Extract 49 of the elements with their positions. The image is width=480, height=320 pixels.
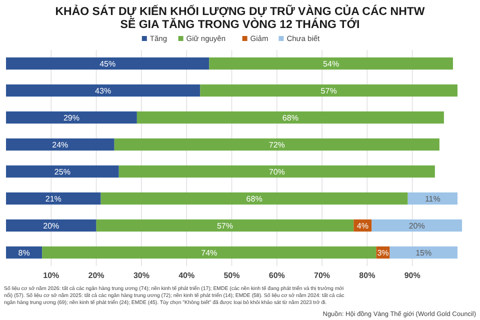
data-label: 70% [268, 168, 285, 176]
data-label: 68% [282, 114, 298, 122]
bar [118, 165, 435, 178]
x-tick-label: 40% [178, 271, 195, 280]
data-label: 54% [323, 60, 340, 68]
bar [372, 219, 462, 232]
data-label: 25% [54, 168, 70, 176]
bar [100, 192, 408, 205]
data-label: 72% [268, 140, 285, 150]
bar [6, 219, 96, 232]
data-label: 3% [377, 248, 389, 258]
bar [408, 192, 458, 205]
bar [6, 84, 200, 97]
bar [6, 192, 101, 205]
data-label: 24% [52, 140, 68, 150]
data-label: 45% [100, 60, 116, 68]
data-label: 29% [63, 114, 80, 122]
bar [390, 246, 458, 259]
data-label: 68% [246, 194, 262, 204]
x-tick-label: 30% [133, 271, 150, 280]
bar [42, 246, 376, 259]
data-label: 74% [201, 248, 218, 258]
x-tick-label: 10% [43, 271, 60, 280]
x-tick-label: 80% [359, 271, 376, 280]
data-label: 20% [43, 222, 60, 230]
x-tick-label: 70% [314, 271, 330, 280]
data-label: 21% [45, 194, 62, 204]
bar [209, 57, 453, 70]
data-label: 4% [356, 222, 368, 230]
bar [6, 165, 119, 178]
data-label: 43% [95, 86, 112, 96]
x-tick-label: 20% [88, 271, 104, 280]
x-tick-label: 50% [224, 271, 240, 280]
data-label: 57% [216, 222, 233, 230]
data-label: 11% [424, 194, 440, 204]
data-label: 8% [18, 248, 30, 258]
chart-title: KHẢO SÁT DỰ KIẾN KHỐI LƯỢNG DỰ TRỮ VÀNG CỦA CÁC NHTW SẼ GIA TĂNG TRONG VÒNG 12 THÁNG TỚI [55, 4, 425, 31]
x-tick-label: 90% [404, 271, 420, 280]
bar [6, 57, 210, 70]
bar [136, 111, 444, 124]
bar [96, 219, 354, 232]
data-label: 57% [320, 86, 337, 96]
bar [114, 138, 440, 151]
data-label: 20% [408, 222, 425, 230]
data-label: 15% [416, 248, 432, 258]
x-tick-label: 60% [268, 271, 285, 280]
bar [200, 84, 458, 97]
bar [6, 138, 114, 151]
bar [6, 111, 137, 124]
